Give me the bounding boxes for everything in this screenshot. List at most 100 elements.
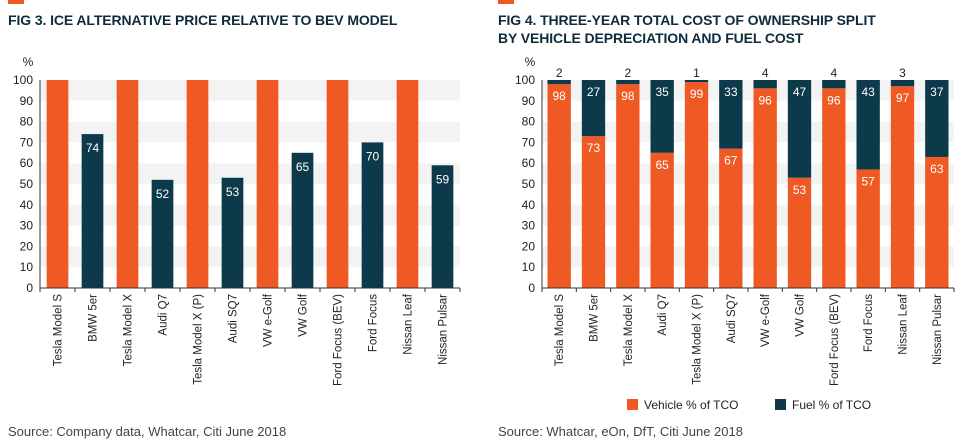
data-label-fuel: 4 <box>830 66 837 80</box>
x-tick-label: Tesla Model S <box>53 294 65 367</box>
bar-fuel-of-tco-ford-focus-bev <box>822 80 846 89</box>
y-tick-label: 0 <box>26 281 33 295</box>
x-tick-label: Audi Q7 <box>657 294 669 336</box>
bar-vehicle-of-tco-vw-e-golf <box>753 88 777 288</box>
y-tick-label: 40 <box>522 198 536 212</box>
data-label-vehicle: 97 <box>896 91 910 105</box>
y-tick-label: 20 <box>20 239 34 253</box>
y-tick-label: 60 <box>20 156 34 170</box>
x-tick-label: VW Golf <box>298 293 310 337</box>
y-tick-label: 0 <box>528 281 535 295</box>
x-tick-label: Tesla Model X <box>623 294 635 367</box>
bar-vw-golf <box>291 152 314 288</box>
y-tick-label: 10 <box>20 260 34 274</box>
x-tick-label: VW Golf <box>795 293 807 337</box>
data-label: 74 <box>86 141 100 155</box>
figure-4-chart: 0 10 20 30 40 50 60 70 80 90 100% 98 2 Tesla Model S 7… <box>515 55 955 386</box>
y-tick-label: 80 <box>20 115 34 129</box>
y-tick-label: 50 <box>20 177 34 191</box>
bar-fuel-of-tco-tesla-model-s <box>547 80 571 85</box>
bar-vehicle-of-tco-bmw-5er <box>581 136 606 288</box>
bar-tesla-model-x <box>116 80 139 288</box>
x-tick-label: Nissan Leaf <box>403 293 415 355</box>
x-tick-label: Nissan Pulsar <box>438 294 450 365</box>
bar-tesla-model-x-p <box>186 80 209 288</box>
data-label-vehicle: 57 <box>861 174 875 188</box>
data-label-fuel: 33 <box>724 85 738 99</box>
data-label-vehicle: 73 <box>587 141 601 155</box>
data-label-vehicle: 98 <box>621 89 635 103</box>
x-tick-label: BMW 5er <box>88 294 100 342</box>
y-tick-label: 100 <box>515 73 535 87</box>
bar-ford-focus <box>361 142 384 288</box>
grid-band <box>542 204 954 226</box>
y-axis-unit-label: % <box>23 55 34 69</box>
data-label: 65 <box>296 160 310 174</box>
bar-nissan-leaf <box>396 80 419 288</box>
data-label: 52 <box>156 187 170 201</box>
bar-fuel-of-tco-tesla-model-x-p <box>684 80 709 83</box>
data-label: 70 <box>366 149 380 163</box>
y-tick-label: 90 <box>20 94 34 108</box>
bar-audi-sq7 <box>221 177 244 288</box>
data-label-vehicle: 99 <box>690 87 704 101</box>
legend-item-fuel: Fuel % of TCO <box>775 398 871 412</box>
bar-fuel-of-tco-bmw-5er <box>581 80 606 137</box>
y-tick-label: 30 <box>522 219 536 233</box>
figure-4: FIG 4. THREE-YEAR TOTAL COST OF OWNERSHI… <box>490 0 973 442</box>
bar-fuel-of-tco-tesla-model-x <box>616 80 640 85</box>
figure-4-title: FIG 4. THREE-YEAR TOTAL COST OF OWNERSHI… <box>498 11 876 47</box>
y-tick-label: 10 <box>522 260 536 274</box>
data-label-fuel: 47 <box>793 85 807 99</box>
bar-vw-e-golf <box>256 80 279 288</box>
y-tick-label: 50 <box>522 177 536 191</box>
grid-band <box>542 80 954 101</box>
bar-fuel-of-tco-vw-e-golf <box>753 80 777 89</box>
y-tick-label: 60 <box>522 156 536 170</box>
x-tick-label: Tesla Model S <box>554 294 566 367</box>
data-label-vehicle: 98 <box>552 89 566 103</box>
x-tick-label: Ford Focus (BEV) <box>333 294 345 386</box>
legend-swatch-fuel <box>775 399 786 410</box>
y-tick-label: 100 <box>13 73 33 87</box>
x-tick-label: Ford Focus (BEV) <box>829 294 841 386</box>
data-label-fuel: 2 <box>624 66 631 80</box>
bar-vehicle-of-tco-nissan-leaf <box>890 86 915 289</box>
bar-tesla-model-s <box>46 80 69 288</box>
grid-band <box>40 121 460 143</box>
bar-fuel-of-tco-audi-q7 <box>650 80 674 153</box>
y-tick-label: 40 <box>20 198 34 212</box>
y-tick-label: 30 <box>20 219 34 233</box>
x-tick-label: Tesla Model X (P) <box>692 294 704 385</box>
accent-bar <box>8 0 24 4</box>
bar-fuel-of-tco-nissan-pulsar <box>925 80 949 157</box>
grid-band <box>40 80 460 101</box>
bar-nissan-pulsar <box>431 165 454 288</box>
bar-vehicle-of-tco-audi-sq7 <box>719 148 743 288</box>
grid-band <box>542 121 954 143</box>
x-tick-label: VW e-Golf <box>263 293 275 347</box>
data-label: 59 <box>436 172 450 186</box>
figure-3-source: Source: Company data, Whatcar, Citi June… <box>8 424 287 439</box>
data-label-vehicle: 65 <box>655 158 669 172</box>
bar-audi-q7 <box>151 179 174 288</box>
x-tick-label: Tesla Model X (P) <box>193 294 205 385</box>
x-tick-label: Ford Focus <box>368 294 380 352</box>
legend-label-fuel: Fuel % of TCO <box>792 398 872 412</box>
data-label-fuel: 35 <box>655 85 669 99</box>
grid-band <box>542 163 954 184</box>
bar-fuel-of-tco-audi-sq7 <box>719 80 743 149</box>
x-tick-label: Nissan Leaf <box>898 293 910 355</box>
y-tick-label: 20 <box>522 239 536 253</box>
y-axis-unit-label: % <box>525 55 536 69</box>
data-label: 53 <box>226 185 240 199</box>
grid-band <box>40 204 460 226</box>
data-label-vehicle: 96 <box>827 93 841 107</box>
data-label-fuel: 3 <box>899 66 906 80</box>
data-label-fuel: 2 <box>556 66 563 80</box>
figure-4-source: Source: Whatcar, eOn, DfT, Citi June 201… <box>498 424 743 439</box>
bar-fuel-of-tco-ford-focus <box>856 80 880 170</box>
bar-ford-focus-bev <box>326 80 349 288</box>
y-tick-label: 90 <box>522 94 536 108</box>
x-tick-label: Audi Q7 <box>158 294 170 336</box>
